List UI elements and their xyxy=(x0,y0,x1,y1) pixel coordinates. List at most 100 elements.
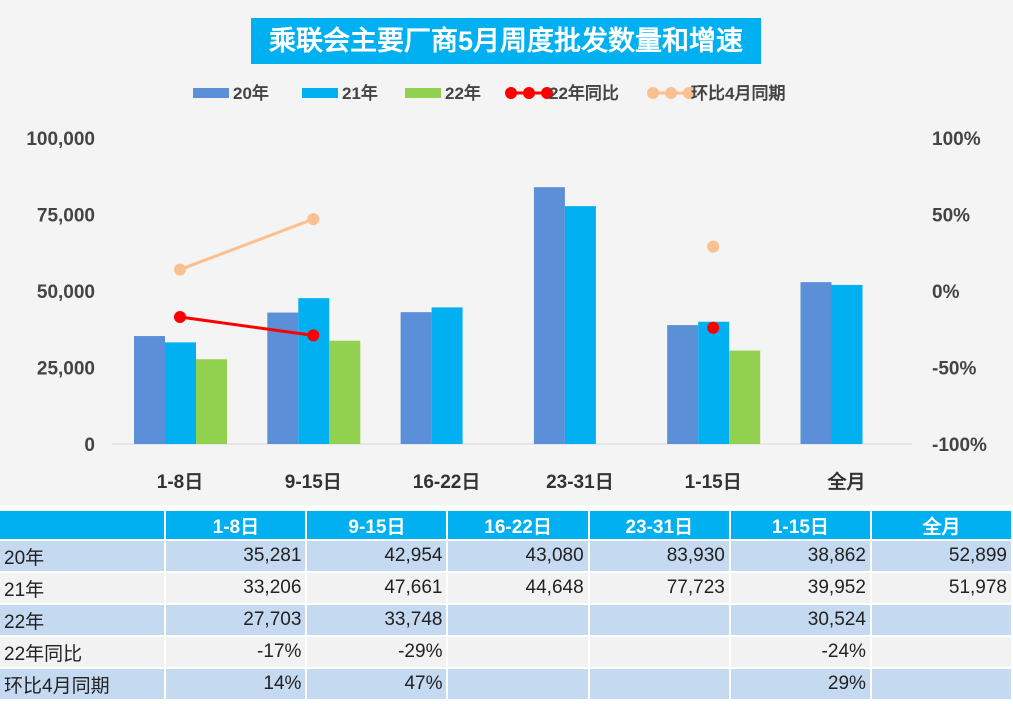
x-tick-label: 1-15日 xyxy=(685,472,742,493)
legend-label: 20年 xyxy=(233,83,269,103)
legend-marker xyxy=(665,87,677,99)
legend-marker xyxy=(541,87,553,99)
table-cell xyxy=(589,669,729,699)
table-cell: 27,703 xyxy=(166,605,306,635)
table-cell xyxy=(448,605,588,635)
table-cell: 9-15日 xyxy=(307,511,447,539)
table-cell: -29% xyxy=(307,637,447,667)
table-cell: 44,648 xyxy=(448,573,588,603)
table-row: 22年 27,703 33,748 30,524 xyxy=(0,605,1011,635)
y-tick-label: 50,000 xyxy=(37,282,95,303)
y2-tick-label: -100% xyxy=(932,435,987,456)
legend-label: 21年 xyxy=(342,83,378,103)
bar-21年 xyxy=(831,284,863,444)
line-segment-22年同比 xyxy=(179,315,314,337)
title-box xyxy=(251,18,761,64)
x-tick-label: 16-22日 xyxy=(413,472,481,493)
table-cell: 1-15日 xyxy=(730,511,870,539)
x-tick-label: 9-15日 xyxy=(285,472,342,493)
chart-svg: 乘联会主要厂商5月周度批发数量和增速 20年 21年 22年 22年同比 环比4月同期 0… xyxy=(26,18,987,493)
bar-20年 xyxy=(533,187,565,444)
legend-marker xyxy=(683,87,695,99)
bar-21年 xyxy=(165,342,196,444)
table-cell xyxy=(871,637,1011,667)
y-tick-label: 100,000 xyxy=(26,129,95,150)
legend-swatch xyxy=(302,88,338,98)
table-cell: 全月 xyxy=(871,511,1011,539)
table-cell: 23-31日 xyxy=(589,511,729,539)
legend-swatch xyxy=(193,88,229,98)
legend-label: 22年 xyxy=(445,83,481,103)
x-tick-label: 全月 xyxy=(826,470,865,493)
table-cell: 14% xyxy=(166,669,306,699)
table-cell: 29% xyxy=(730,669,870,699)
table-row: 20年 35,281 42,954 43,080 83,930 38,862 52,899 xyxy=(0,541,1011,571)
y2-tick-label: -50% xyxy=(932,359,976,380)
table-cell: 43,080 xyxy=(448,541,588,571)
table-cell: 39,952 xyxy=(730,573,870,603)
table-cell xyxy=(589,605,729,635)
row-label: 环比4月同期 xyxy=(0,669,165,699)
table-row: 21年 33,206 47,661 44,648 77,723 39,952 51,978 xyxy=(0,573,1011,603)
x-tick-label: 23-31日 xyxy=(546,472,614,493)
bar-21年 xyxy=(298,298,330,444)
bar-20年 xyxy=(667,325,699,444)
table-cell: 30,524 xyxy=(730,605,870,635)
row-label: 20年 xyxy=(0,541,165,571)
legend-marker xyxy=(647,87,659,99)
row-label: 22年 xyxy=(0,605,165,635)
bar-20年 xyxy=(400,312,432,444)
row-label: 21年 xyxy=(0,573,165,603)
point-22年同比 xyxy=(707,321,720,334)
point-环比4月同期 xyxy=(174,263,186,276)
y2-tick-label: 100% xyxy=(932,129,981,150)
table-cell: 83,930 xyxy=(589,541,729,571)
point-环比4月同期 xyxy=(707,240,720,253)
legend-swatch xyxy=(405,88,441,98)
y2-tick-label: 50% xyxy=(932,206,970,227)
bar-20年 xyxy=(267,312,299,444)
point-22年同比 xyxy=(307,329,320,342)
table-cell: 47,661 xyxy=(307,573,447,603)
legend-marker xyxy=(523,87,535,99)
table-cell: 33,206 xyxy=(166,573,306,603)
bar-21年 xyxy=(698,321,730,444)
y-tick-label: 25,000 xyxy=(37,359,95,380)
table-cell: -24% xyxy=(730,637,870,667)
data-table: 1-8日 9-15日 16-22日 23-31日 1-15日 全月 20年 35,281 42,… xyxy=(0,509,1013,701)
x-tick-label: 1-8日 xyxy=(157,472,203,493)
bar-22年 xyxy=(196,359,227,444)
row-label: 22年同比 xyxy=(0,637,165,667)
table-cell xyxy=(871,669,1011,699)
y-tick-label: 0 xyxy=(84,435,95,456)
table-row: 环比4月同期 14% 47% 29% xyxy=(0,669,1011,699)
y2-tick-label: 0% xyxy=(932,282,960,303)
table-cell: 38,862 xyxy=(730,541,870,571)
bar-21年 xyxy=(564,206,596,444)
bar-20年 xyxy=(134,336,165,444)
legend-label: 22年同比 xyxy=(549,83,619,103)
y-tick-label: 75,000 xyxy=(37,206,95,227)
chart: 乘联会主要厂商5月周度批发数量和增速 20年 21年 22年 22年同比 环比4月同期 0… xyxy=(0,0,1013,505)
table-row: 22年同比 -17% -29% -24% xyxy=(0,637,1011,667)
legend-marker xyxy=(505,87,517,99)
table-cell: 1-8日 xyxy=(166,511,306,539)
table-cell: 16-22日 xyxy=(448,511,588,539)
table-cell: 52,899 xyxy=(871,541,1011,571)
chart-title: 乘联会主要厂商5月周度批发数量和增速 xyxy=(268,25,743,56)
bar-21年 xyxy=(431,307,463,444)
bar-22年 xyxy=(329,340,361,444)
point-22年同比 xyxy=(174,311,186,324)
table-cell: 77,723 xyxy=(589,573,729,603)
table-cell: 33,748 xyxy=(307,605,447,635)
table-cell xyxy=(871,605,1011,635)
table-cell xyxy=(589,637,729,667)
table-cell: 35,281 xyxy=(166,541,306,571)
table-cell xyxy=(448,637,588,667)
bar-22年 xyxy=(729,350,761,444)
row-label xyxy=(0,511,165,539)
table-cell: 51,978 xyxy=(871,573,1011,603)
table-cell: 42,954 xyxy=(307,541,447,571)
point-环比4月同期 xyxy=(307,213,320,226)
legend-label: 环比4月同期 xyxy=(691,83,785,103)
